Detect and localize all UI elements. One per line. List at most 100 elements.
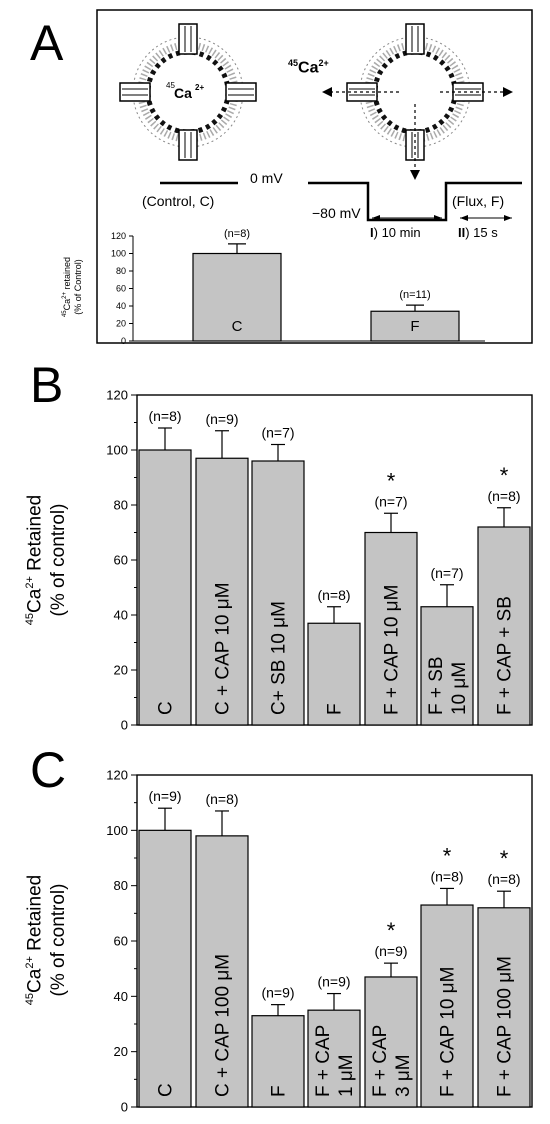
panel-c-bar [195, 835, 249, 1108]
step2-time: ) 15 s [465, 225, 498, 240]
panel-a-frame [96, 9, 533, 344]
panel-a-ytick-label: 40 [116, 301, 126, 311]
panel-a-bar [192, 252, 282, 342]
liposome-control-illustration: 45 Ca 2+ [119, 23, 257, 161]
control-label: (Control, C) [142, 193, 215, 209]
panel-c-bar [477, 907, 531, 1108]
panel-b-letter: B [30, 357, 64, 413]
panel-a-ytick-label: 100 [111, 249, 126, 259]
panel-b-significance-star: * [500, 463, 509, 488]
panel-b-n-label: (n=7) [374, 493, 407, 509]
panel-c-category-label: F [269, 1085, 290, 1097]
panel-c-ytick-label: 40 [114, 989, 128, 1004]
panel-c-significance-star: * [387, 918, 396, 943]
panel-a-letter: A [30, 15, 64, 71]
panel-c-bar [251, 1015, 305, 1108]
panel-b-category-label: C+ SB 10 μM [269, 601, 290, 715]
panel-b-ytick-label: 80 [114, 498, 128, 513]
panel-b-category-label: C [156, 701, 177, 715]
panel-c-bar [307, 1009, 361, 1108]
panel-c-category-label: 3 μM [393, 1054, 414, 1097]
panel-c-significance-star: * [443, 843, 452, 868]
panel-a-category-label: F [410, 318, 419, 335]
neg-mv-label: −80 mV [312, 205, 361, 221]
panel-b-n-label: (n=7) [430, 565, 463, 581]
panel-a-ytick-label: 120 [111, 231, 126, 241]
step1-num: I [370, 225, 374, 240]
panel-b-category-label: C + CAP 10 μM [213, 582, 234, 715]
panel-c-category-label: F + CAP 10 μM [438, 967, 459, 1097]
panel-b-significance-star: * [387, 468, 396, 493]
panel-c-bar [364, 976, 418, 1108]
panel-c-n-label: (n=8) [487, 871, 520, 887]
panel-b-n-label: (n=8) [487, 488, 520, 504]
ca-mass-sup-flux: 45 [288, 58, 299, 68]
panel-a-n-label: (n=8) [224, 228, 250, 240]
panel-a-ytick-label: 80 [116, 266, 126, 276]
panel-c-n-label: (n=9) [148, 788, 181, 804]
panel-c-category-label: F + CAP [370, 1025, 391, 1097]
panel-c-n-label: (n=9) [374, 943, 407, 959]
panel-b-category-label: F [325, 703, 346, 715]
panel-b-bar [307, 622, 361, 726]
panel-b-category-label: 10 μM [449, 662, 470, 715]
panel-c-significance-star: * [500, 846, 509, 871]
panel-c-bar [138, 829, 192, 1108]
ca-label-flux: Ca [298, 59, 319, 77]
step2-num: II [458, 225, 466, 240]
panel-c-letter: C [30, 742, 67, 798]
ca-label-control: Ca [174, 85, 192, 101]
panel-b-bar [364, 531, 418, 726]
panel-c-ytick-label: 20 [114, 1044, 128, 1059]
panel-b-bar [195, 457, 249, 726]
panel-c-category-label: C + CAP 100 μM [213, 954, 234, 1097]
ca-charge-sup-flux: 2+ [318, 58, 329, 68]
panel-c-ytick-label: 0 [121, 1100, 128, 1115]
panel-b-n-label: (n=8) [148, 408, 181, 424]
panel-b-n-label: (n=9) [205, 411, 238, 427]
panel-c-category-label: F + CAP [313, 1025, 334, 1097]
panel-c-n-label: (n=9) [261, 985, 294, 1001]
panel-b-ytick-label: 120 [106, 388, 128, 403]
panel-b-category-label: F + CAP + SB [495, 596, 516, 715]
voltage-protocol-trace [160, 181, 522, 222]
zero-mv-label: 0 mV [250, 170, 283, 186]
panel-b-ytick-label: 40 [114, 608, 128, 623]
panel-b-ytick-label: 60 [114, 553, 128, 568]
panel-c-n-label: (n=8) [205, 791, 238, 807]
panel-c-category-label: 1 μM [336, 1054, 357, 1097]
panel-b-bar [138, 449, 192, 726]
panel-c-category-label: C [156, 1083, 177, 1097]
panel-b-n-label: (n=7) [261, 425, 294, 441]
panel-b-n-label: (n=8) [317, 587, 350, 603]
panel-a-ytick-label: 60 [116, 284, 126, 294]
panel-b-category-label: F + SB [426, 656, 447, 715]
panel-c-ytick-label: 120 [106, 768, 128, 783]
panel-a-ytick-label: 20 [116, 319, 126, 329]
panel-b-ytick-label: 0 [121, 718, 128, 733]
panel-c-ytick-label: 80 [114, 878, 128, 893]
panel-a-bar [370, 310, 460, 342]
ca-mass-sup-control: 45 [166, 81, 175, 90]
panel-c-n-label: (n=9) [317, 974, 350, 990]
step1-time: ) 10 min [373, 225, 421, 240]
panel-b-bar [251, 460, 305, 726]
panel-b-ytick-label: 100 [106, 443, 128, 458]
ca-ion-label-flux: 45Ca2+ [288, 58, 329, 77]
panel-a-n-label: (n=11) [399, 289, 430, 301]
ca-charge-sup-control: 2+ [195, 83, 204, 92]
panel-c-ytick-label: 60 [114, 934, 128, 949]
panel-c-category-label: F + CAP 100 μM [495, 956, 516, 1097]
step1-label: I) 10 min [370, 225, 421, 240]
panel-a-ytick-label: 0 [121, 336, 126, 346]
panel-c-n-label: (n=8) [430, 868, 463, 884]
step2-label: II) 15 s [458, 225, 498, 240]
panel-c-ytick-label: 100 [106, 823, 128, 838]
panel-a-category-label: C [232, 318, 243, 335]
flux-label: (Flux, F) [452, 193, 505, 209]
flux-arrows [322, 87, 513, 180]
panel-b-ytick-label: 20 [114, 663, 128, 678]
